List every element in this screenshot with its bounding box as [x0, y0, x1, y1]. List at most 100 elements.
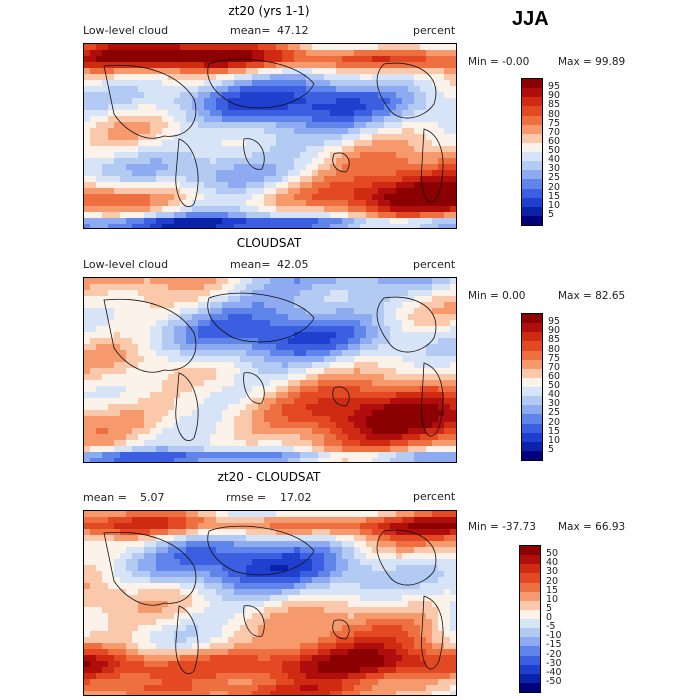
season-label: JJA	[512, 8, 549, 30]
max-text: Max = 82.65	[558, 290, 626, 302]
colorbar-swatch	[522, 152, 542, 162]
colorbar-tick-label: -10	[546, 630, 562, 642]
colorbar-swatch	[522, 350, 542, 360]
rmse-label: rmse =	[226, 491, 267, 504]
colorbar-tick-label: 15	[548, 425, 561, 437]
colorbar-swatch	[520, 637, 540, 647]
map-field	[84, 278, 456, 462]
colorbar-tick-label: 40	[548, 154, 561, 166]
colorbar-swatch	[522, 387, 542, 397]
colorbar-tick-label: 40	[546, 557, 559, 569]
min-text: Min = -37.73	[468, 521, 536, 533]
colorbar-swatch	[522, 79, 542, 89]
colorbar-swatch	[522, 161, 542, 171]
colorbar-tick-label: 85	[548, 99, 561, 111]
colorbar-swatch	[522, 377, 542, 387]
units-label: percent	[413, 258, 456, 271]
colorbar-swatch	[520, 646, 540, 656]
max-text: Max = 99.89	[558, 56, 626, 68]
mean-label: mean=	[230, 24, 271, 37]
colorbar-tick-label: 10	[548, 199, 561, 211]
colorbar-swatch	[522, 97, 542, 107]
colorbar	[521, 313, 543, 461]
map-plot	[83, 43, 457, 229]
map-plot	[83, 277, 457, 463]
colorbar-tick-label: 20	[546, 575, 559, 587]
colorbar-tick-label: 70	[548, 361, 561, 373]
colorbar-tick-label: 25	[548, 172, 561, 184]
colorbar-swatch	[520, 600, 540, 610]
colorbar-swatch	[520, 573, 540, 583]
colorbar-swatch	[522, 88, 542, 98]
colorbar-swatch	[522, 106, 542, 116]
colorbar-tick-label: 15	[548, 190, 561, 202]
colorbar-tick-label: -20	[546, 648, 562, 660]
colorbar-tick-label: 5	[546, 602, 553, 614]
colorbar-tick-label: 30	[548, 163, 561, 175]
mean-label: mean=	[230, 258, 271, 271]
colorbar-tick-label: 5	[548, 443, 555, 455]
colorbar-tick-label: 60	[548, 370, 561, 382]
colorbar-swatch	[522, 188, 542, 198]
panel-title: CLOUDSAT	[236, 236, 302, 250]
colorbar-tick-label: 50	[548, 380, 561, 391]
colorbar-swatch	[522, 423, 542, 433]
colorbar-swatch	[522, 133, 542, 143]
colorbar-swatch	[522, 450, 542, 460]
colorbar-swatch	[522, 396, 542, 406]
colorbar-tick-label: 60	[548, 135, 561, 147]
colorbar-swatch	[522, 124, 542, 134]
units-label: percent	[413, 24, 456, 37]
panel-title: zt20 - CLOUDSAT	[217, 470, 321, 484]
colorbar-swatch	[522, 314, 542, 324]
colorbar-swatch	[520, 591, 540, 601]
colorbar-swatch	[520, 582, 540, 592]
colorbar-tick-label: 90	[548, 90, 561, 102]
colorbar-swatch	[522, 359, 542, 369]
colorbar	[521, 78, 543, 226]
colorbar-tick-label: 50	[546, 548, 559, 560]
panel-title: zt20 (yrs 1-1)	[228, 4, 310, 18]
colorbar-swatch	[522, 432, 542, 442]
colorbar-swatch	[520, 609, 540, 619]
colorbar-tick-label: 5	[548, 208, 555, 220]
colorbar-tick-label: 30	[546, 566, 559, 578]
colorbar-swatch	[520, 628, 540, 638]
colorbar-swatch	[522, 197, 542, 207]
map-field	[84, 44, 456, 228]
min-text: Min = 0.00	[468, 290, 526, 302]
colorbar-tick-label: 90	[548, 325, 561, 337]
field-label: Low-level cloud	[83, 24, 169, 37]
colorbar-tick-label: 0	[546, 612, 553, 623]
map-field	[84, 511, 456, 695]
colorbar-tick-label: 15	[546, 584, 559, 596]
colorbar-swatch	[520, 664, 540, 674]
mean-label: mean =	[83, 491, 127, 504]
rmse-value: 17.02	[280, 491, 312, 504]
colorbar-tick-label: 30	[548, 398, 561, 410]
colorbar-swatch	[522, 170, 542, 180]
colorbar-swatch	[522, 115, 542, 125]
mean-value: 5.07	[140, 491, 165, 504]
colorbar-swatch	[520, 655, 540, 665]
colorbar-swatch	[522, 341, 542, 351]
colorbar-swatch	[522, 323, 542, 333]
max-text: Max = 66.93	[558, 521, 626, 533]
colorbar-tick-label: -30	[546, 657, 562, 669]
colorbar-tick-label: -40	[546, 666, 562, 678]
colorbar-tick-label: -5	[546, 621, 556, 633]
colorbar-tick-label: 80	[548, 108, 561, 120]
colorbar-swatch	[522, 441, 542, 451]
colorbar-tick-label: 20	[548, 416, 561, 428]
colorbar-tick-label: 75	[548, 352, 561, 364]
colorbar-swatch	[522, 405, 542, 415]
mean-value: 47.12	[277, 24, 309, 37]
colorbar-tick-label: 75	[548, 117, 561, 129]
colorbar-swatch	[522, 206, 542, 216]
colorbar	[519, 545, 541, 693]
colorbar-tick-label: 20	[548, 181, 561, 193]
colorbar-swatch	[522, 215, 542, 225]
colorbar-swatch	[522, 332, 542, 342]
colorbar-swatch	[520, 673, 540, 683]
colorbar-swatch	[520, 564, 540, 574]
